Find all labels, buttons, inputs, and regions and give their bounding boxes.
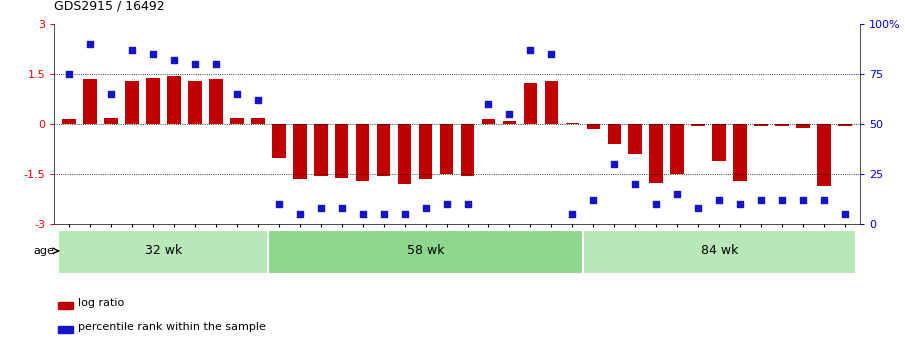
Bar — [376, 124, 390, 176]
Bar — [461, 124, 474, 176]
Point — [376, 211, 391, 217]
Point — [292, 211, 307, 217]
Bar — [545, 81, 558, 124]
Bar — [293, 124, 307, 179]
Point — [481, 101, 496, 107]
Point — [251, 97, 265, 103]
Point — [335, 206, 349, 211]
Point — [125, 47, 139, 53]
Text: age: age — [33, 246, 54, 256]
Point — [628, 181, 643, 187]
Point — [691, 206, 706, 211]
Bar — [230, 118, 243, 124]
Point — [775, 197, 789, 203]
Point — [565, 211, 579, 217]
Bar — [566, 122, 579, 124]
Bar — [755, 124, 768, 126]
Point — [607, 161, 622, 167]
Point — [397, 211, 412, 217]
Bar — [314, 124, 328, 176]
Point — [82, 41, 97, 47]
Point — [838, 211, 853, 217]
Point — [670, 191, 684, 197]
Bar — [251, 118, 264, 124]
Bar — [838, 124, 852, 126]
Bar — [524, 82, 538, 124]
Text: 58 wk: 58 wk — [407, 244, 444, 257]
Bar — [796, 124, 810, 128]
Point — [544, 51, 558, 57]
Point — [272, 201, 286, 207]
Text: log ratio: log ratio — [79, 298, 125, 308]
Bar — [62, 119, 76, 124]
Bar — [419, 124, 433, 179]
Bar — [167, 76, 181, 124]
Point — [418, 206, 433, 211]
Bar — [440, 124, 453, 174]
Bar — [356, 124, 369, 181]
Point — [187, 61, 202, 67]
Point — [523, 47, 538, 53]
Bar — [607, 124, 621, 144]
Text: GDS2915 / 16492: GDS2915 / 16492 — [54, 0, 165, 12]
Bar — [104, 118, 118, 124]
Bar — [59, 230, 268, 274]
Bar — [481, 119, 495, 124]
Point — [230, 91, 244, 97]
Bar — [691, 124, 705, 126]
Bar — [268, 230, 583, 274]
Bar — [583, 230, 855, 274]
Bar — [146, 78, 159, 124]
Point — [733, 201, 748, 207]
Point — [754, 197, 768, 203]
Bar — [712, 124, 726, 161]
Point — [649, 201, 663, 207]
Text: percentile rank within the sample: percentile rank within the sample — [79, 322, 266, 332]
Bar — [776, 124, 789, 126]
Point — [208, 61, 223, 67]
Point — [356, 211, 370, 217]
Bar — [628, 124, 643, 154]
Point — [502, 111, 517, 117]
Text: 84 wk: 84 wk — [700, 244, 738, 257]
Point — [439, 201, 453, 207]
Bar — [650, 124, 663, 183]
Bar — [733, 124, 747, 181]
Point — [104, 91, 119, 97]
Point — [795, 197, 810, 203]
Point — [62, 71, 76, 77]
Bar — [335, 124, 348, 178]
Point — [461, 201, 475, 207]
Bar — [58, 326, 72, 333]
Bar — [188, 81, 202, 124]
Point — [167, 57, 181, 63]
Bar — [671, 124, 684, 174]
Point — [817, 197, 832, 203]
Bar — [398, 124, 412, 184]
Point — [586, 197, 601, 203]
Point — [712, 197, 727, 203]
Bar — [502, 121, 516, 124]
Bar — [209, 79, 223, 124]
Bar — [272, 124, 286, 158]
Point — [146, 51, 160, 57]
Bar — [83, 79, 97, 124]
Point — [313, 206, 328, 211]
Bar — [586, 124, 600, 129]
Text: 32 wk: 32 wk — [145, 244, 182, 257]
Bar — [817, 124, 831, 186]
Bar — [58, 302, 72, 309]
Bar — [125, 81, 138, 124]
